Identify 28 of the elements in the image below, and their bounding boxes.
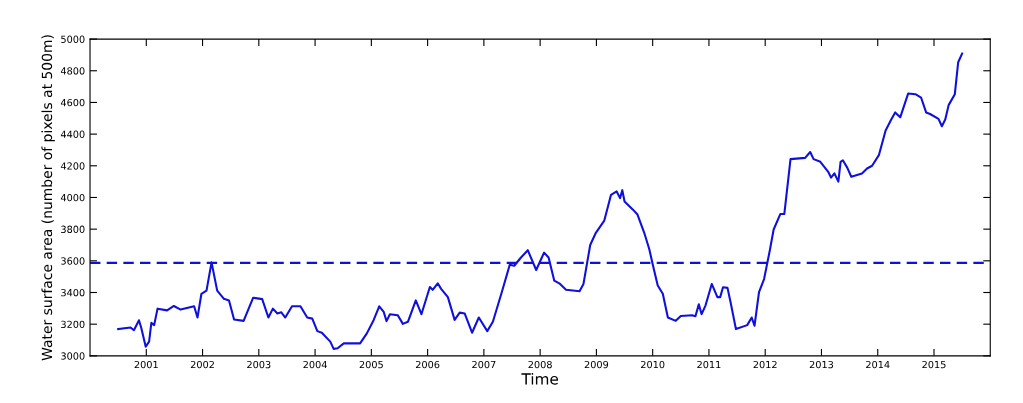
y-tick-label: 3800 [61, 225, 85, 233]
x-tick-label: 2009 [584, 360, 609, 369]
y-tick-label: 4800 [60, 67, 85, 75]
x-tick-label: 2014 [866, 360, 890, 369]
y-tick-label: 3600 [61, 257, 85, 265]
x-tick-label: 2015 [922, 360, 946, 369]
x-tick-label: 2012 [753, 360, 777, 369]
y-axis-title: Water surface area (number of pixels at 500m) [41, 35, 55, 361]
y-tick-label: 4600 [60, 98, 85, 107]
x-tick-label: 2010 [641, 360, 665, 369]
y-tick-label: 4200 [60, 162, 85, 170]
x-tick-label: 2003 [247, 360, 271, 369]
x-tick-label: 2002 [190, 360, 214, 369]
x-tick-label: 2011 [697, 360, 721, 369]
y-tick-label: 4400 [60, 130, 85, 138]
y-tick-label: 3000 [61, 352, 85, 360]
x-tick-label: 2005 [359, 360, 383, 369]
y-tick-label: 3400 [61, 288, 85, 297]
y-tick-label: 4000 [60, 193, 85, 202]
x-tick-label: 2004 [303, 360, 327, 369]
x-axis-title: Time [521, 372, 559, 385]
y-tick-label: 3200 [61, 320, 85, 329]
y-tick-label: 5000 [61, 35, 85, 43]
x-tick-label: 2008 [528, 360, 552, 369]
x-tick-label: 2007 [472, 360, 496, 369]
x-tick-label: 2001 [134, 360, 158, 369]
x-tick-label: 2006 [415, 360, 440, 369]
x-tick-label: 2013 [809, 360, 834, 369]
